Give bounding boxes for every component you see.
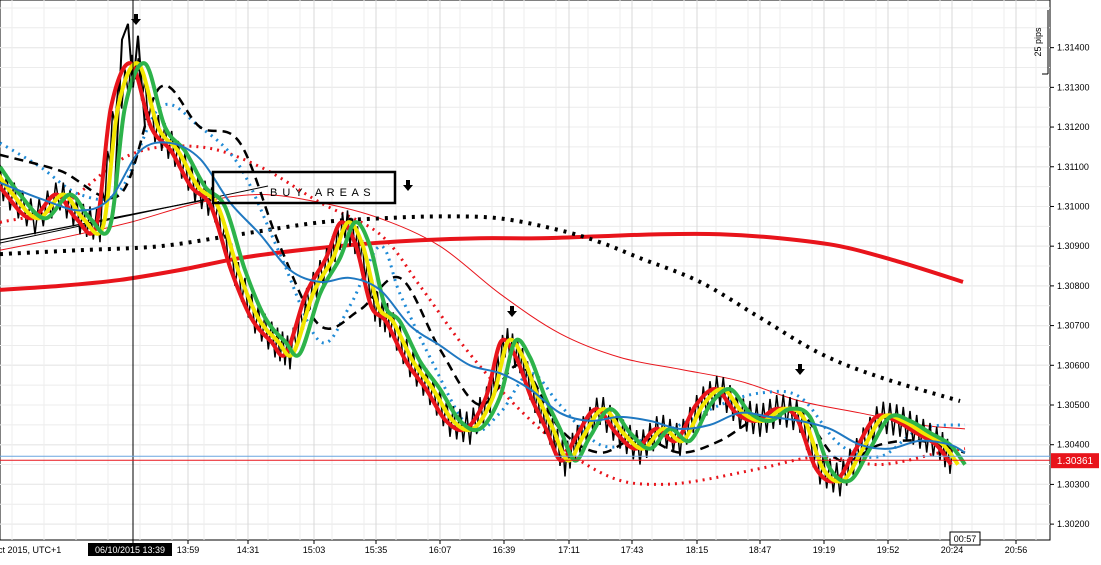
overlays: [131, 14, 805, 375]
y-tick-label: 1.30800: [1057, 281, 1090, 291]
grid: [0, 0, 1050, 540]
x-tick-label: 16:39: [493, 545, 516, 555]
y-tick-label: 1.30500: [1057, 400, 1090, 410]
buy-areas-annotation[interactable]: B U Y A R E A S: [211, 170, 397, 205]
y-tick-label: 1.30700: [1057, 321, 1090, 331]
y-axis: 1.31400 1.31300 1.31200 1.31100 1.31000 1.309…: [1050, 43, 1090, 529]
x-tick-label: 14:31: [237, 545, 260, 555]
price-spike: [114, 23, 146, 187]
y-tick-label: 1.31200: [1057, 122, 1090, 132]
x-tick-label: 17:11: [558, 545, 580, 555]
ma-black-dotted: [0, 214, 961, 403]
pips-scale: 25 pips: [1033, 10, 1049, 75]
ma-thin-red: [0, 194, 966, 430]
y-tick-label: 1.31100: [1057, 162, 1089, 172]
y-tick-label: 1.31300: [1057, 82, 1090, 92]
x-tick-label: 20:24: [941, 545, 964, 555]
x-tick-label: 19:52: [877, 545, 900, 555]
down-arrow-icon: [795, 364, 805, 375]
y-tick-label: 1.30600: [1057, 360, 1090, 370]
x-tick-label: 13:59: [177, 545, 200, 555]
down-arrow-icon: [507, 306, 517, 317]
crosshair-time-tag: 06/10/2015 13:39: [88, 543, 172, 556]
y-tick-label: 1.31400: [1057, 43, 1090, 53]
ma-blue: [0, 141, 966, 454]
x-tick-label: 19:19: [813, 545, 836, 555]
x-first-label: ct 2015, UTC+1: [0, 545, 61, 555]
current-price-tag[interactable]: 1.30361: [1051, 453, 1099, 469]
trendline: [0, 185, 269, 244]
plot-area[interactable]: [0, 0, 1051, 541]
pips-scale-label: 25 pips: [1033, 27, 1043, 57]
y-tick-label: 1.30900: [1057, 241, 1090, 251]
x-tick-label: 16:07: [429, 545, 452, 555]
x-tick-label: 18:47: [749, 545, 772, 555]
x-tick-label: 15:03: [303, 545, 326, 555]
y-tick-label: 1.30200: [1057, 519, 1090, 529]
ma-thick-red: [0, 231, 964, 292]
x-tick-label: 15:35: [365, 545, 388, 555]
ma-ribbon-green: [0, 61, 967, 484]
x-tick-label: 18:15: [686, 545, 709, 555]
buy-areas-label: B U Y A R E A S: [270, 187, 372, 199]
current-price-text: 1.30361: [1057, 456, 1094, 467]
x-tick-label: 20:56: [1005, 545, 1028, 555]
x-tick-label: 17:43: [621, 545, 644, 555]
bar-countdown: 00:57: [949, 531, 981, 546]
y-tick-label: 1.30400: [1057, 440, 1090, 450]
indicator-lines: [0, 23, 967, 497]
crosshair-time-text: 06/10/2015 13:39: [95, 545, 165, 555]
down-arrow-icon: [131, 14, 141, 25]
x-axis: 13:59 14:31 15:03 15:35 16:07 16:39 17:11 17:43…: [0, 540, 1027, 555]
countdown-text: 00:57: [954, 534, 977, 544]
y-tick-label: 1.31000: [1057, 201, 1090, 211]
y-tick-label: 1.30300: [1057, 479, 1090, 489]
down-arrow-icon: [403, 180, 413, 191]
